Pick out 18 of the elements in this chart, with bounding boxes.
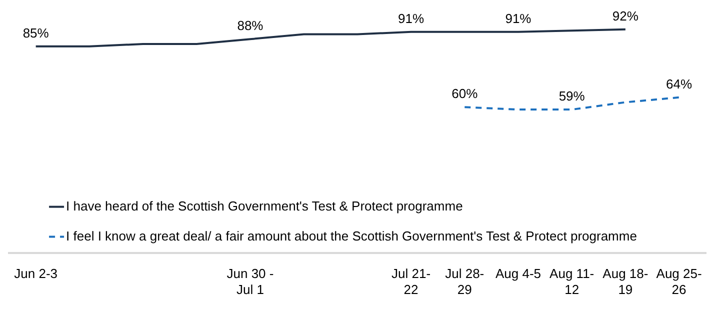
data-label: 92%	[612, 8, 639, 24]
data-label: 85%	[22, 26, 50, 40]
x-tick-label: Aug 4-5	[495, 266, 542, 282]
data-label: 91%	[505, 10, 532, 26]
x-tick-label: Jul 28-29	[445, 266, 484, 297]
x-tick-label: Aug 18-19	[602, 266, 648, 297]
x-tick-label: Jun 30 - Jul 1	[226, 266, 274, 297]
x-tick-label: Aug 25-26	[656, 266, 702, 297]
data-label: 64%	[666, 76, 692, 92]
x-tick-label: Aug 11-12	[550, 266, 594, 297]
data-label: 91%	[398, 10, 424, 26]
x-tick-label: Jul 21-22	[392, 266, 431, 297]
data-label: 88%	[237, 18, 264, 34]
x-tick-label: Jun 2-3	[14, 266, 58, 282]
legend-label: I have heard of the Scottish Government's Test & Protect programme	[66, 198, 463, 214]
data-label: 59%	[558, 88, 586, 104]
legend-label: I feel I know a great deal/ a fair amount about the Scottish Government's Test & Protect programme	[66, 228, 637, 244]
data-label: 60%	[452, 86, 478, 102]
